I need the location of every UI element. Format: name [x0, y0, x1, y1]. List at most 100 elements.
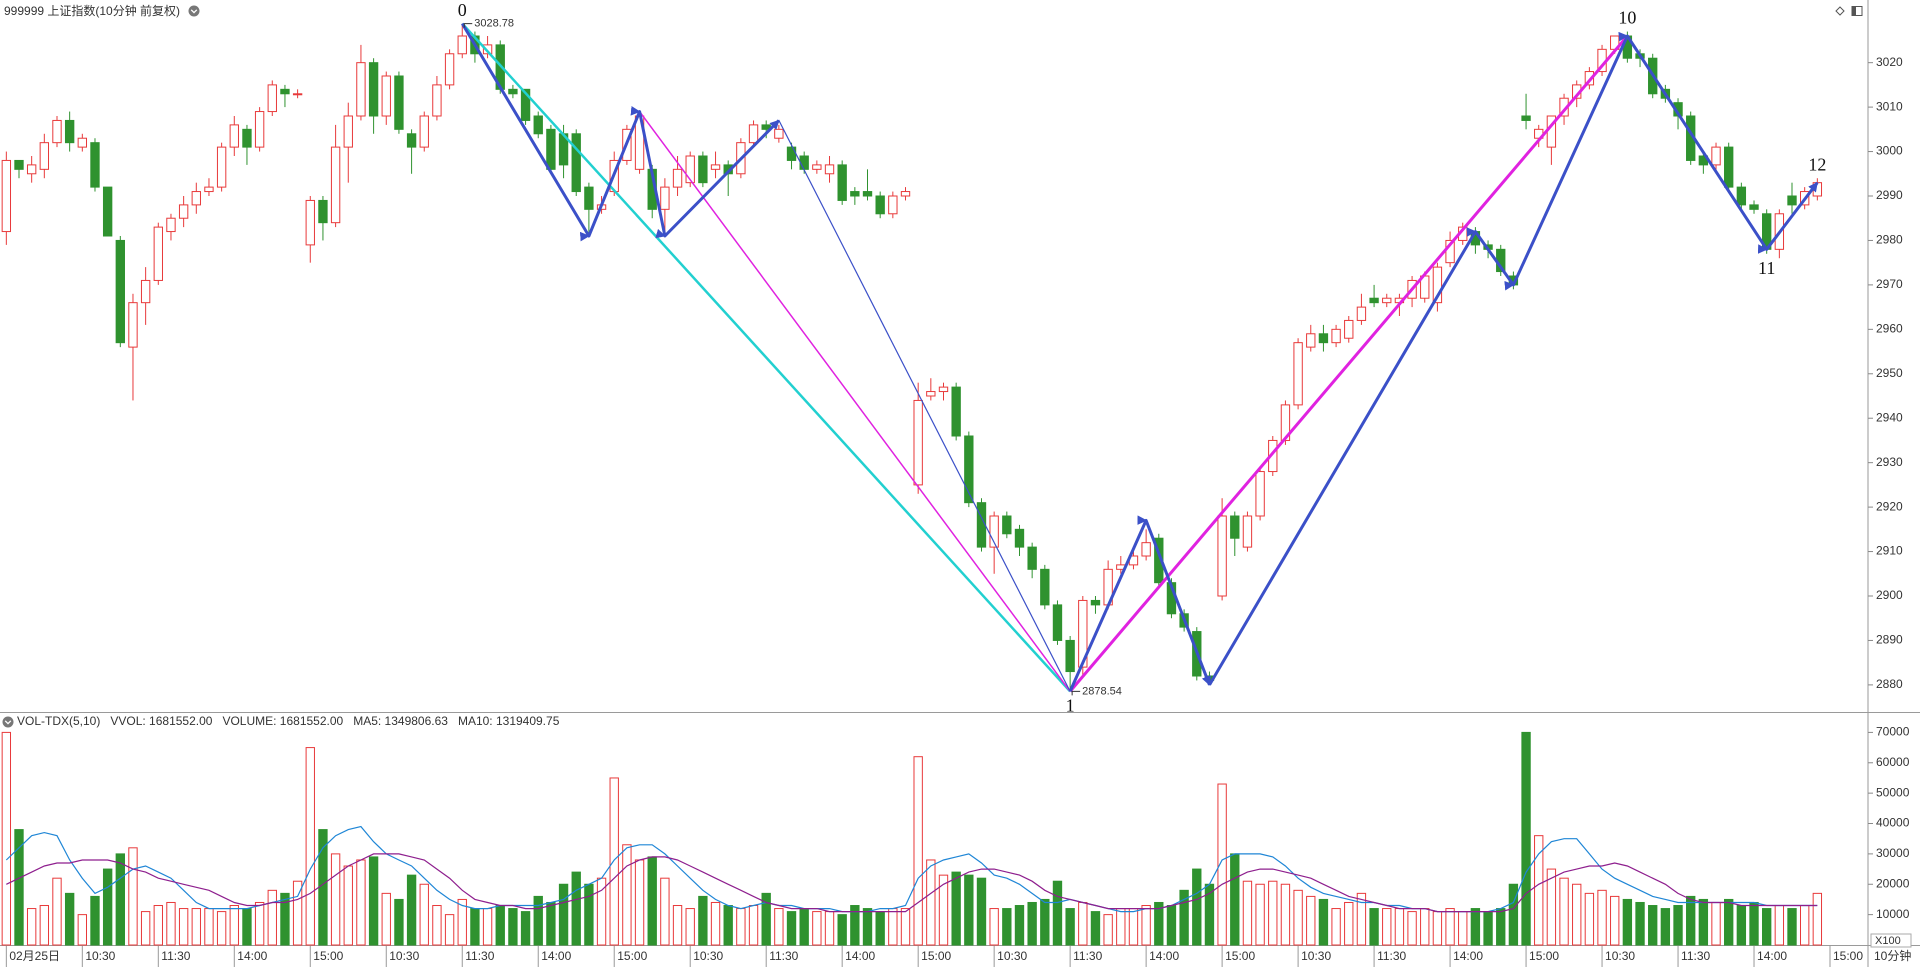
volume-bar	[330, 853, 341, 946]
volume-bar	[229, 905, 239, 946]
volume-bar	[1559, 877, 1569, 946]
candle-body	[786, 146, 797, 161]
pivot-label: 10	[1618, 8, 1636, 28]
volume-bar	[1724, 898, 1734, 946]
price-pointer	[463, 23, 473, 28]
volume-bar	[837, 914, 847, 946]
vol-menu-button[interactable]	[2, 716, 14, 728]
volume-bar	[1090, 911, 1101, 946]
candle	[1014, 524, 1025, 556]
candle	[900, 187, 911, 201]
volume-bar	[39, 905, 50, 946]
candle-body	[672, 168, 683, 188]
volume-bar	[799, 908, 809, 946]
volume-bar	[216, 911, 227, 946]
volume-bar	[1280, 883, 1291, 946]
volume-bar	[1230, 853, 1240, 946]
diamond-icon[interactable]	[1835, 6, 1845, 16]
volume-bar	[546, 901, 556, 946]
candle	[90, 138, 100, 192]
candle-body	[888, 195, 898, 215]
volume-bar	[1052, 880, 1063, 946]
volume-bar	[1508, 883, 1519, 946]
candle	[457, 23, 467, 59]
candle-body	[26, 164, 37, 175]
volume-bar	[1040, 898, 1050, 946]
volume-ma-line	[5, 825, 1818, 913]
volume-bar	[1014, 905, 1025, 946]
volume-bar	[482, 908, 493, 946]
candle	[1242, 511, 1253, 552]
candle-body	[216, 146, 227, 188]
candle-body	[77, 137, 87, 148]
candle	[14, 159, 24, 179]
candle	[964, 431, 974, 508]
candle-body	[520, 88, 531, 121]
candle-body	[989, 515, 999, 548]
volume-bar	[1736, 905, 1747, 946]
price-label: 2878.54	[1082, 685, 1122, 697]
volume-bar	[710, 901, 721, 946]
candle-body	[926, 391, 936, 397]
volume-bar	[1458, 911, 1468, 946]
candle	[330, 124, 341, 228]
candle-body	[1736, 186, 1747, 206]
candle	[824, 156, 835, 183]
candle-body	[964, 435, 974, 504]
candle	[913, 382, 923, 494]
volume-bar	[419, 883, 429, 946]
volume-bar	[1483, 911, 1493, 946]
volume-bar	[989, 908, 999, 946]
vol-y-tick-label: 10000	[1876, 907, 1910, 921]
candle-body	[913, 399, 923, 486]
x-tick-label: 02月25日	[9, 949, 60, 963]
volume-bar	[913, 756, 923, 946]
x-tick-label: 11:30	[161, 949, 190, 963]
candle	[356, 44, 366, 121]
candle-body	[292, 93, 303, 96]
candle	[1432, 262, 1443, 312]
candle	[508, 84, 518, 99]
candle	[52, 116, 62, 148]
x-tick-label: 15:00	[1225, 949, 1255, 963]
candle-body	[1065, 639, 1075, 673]
volume-bar	[875, 911, 885, 946]
candle-body	[508, 88, 518, 95]
candle-body	[900, 191, 911, 197]
volume-bar	[698, 895, 708, 946]
candle	[39, 133, 50, 179]
volume-bar	[1673, 905, 1683, 946]
volume-bar	[736, 908, 746, 946]
candle	[267, 80, 277, 116]
volume-bar	[812, 911, 822, 946]
candle	[216, 142, 227, 192]
volume-bar	[1318, 898, 1329, 946]
candle	[1318, 324, 1329, 352]
candle	[419, 111, 429, 152]
candle-body	[533, 115, 543, 135]
candle-body	[52, 119, 62, 144]
volume-bar	[748, 905, 759, 946]
vol-y-tick-label: 50000	[1876, 785, 1910, 799]
x-tick-label: 15:00	[1529, 949, 1559, 963]
menu-button[interactable]	[188, 5, 200, 17]
candle-body	[698, 155, 708, 184]
volume-bar	[254, 901, 265, 946]
candle-body	[1344, 319, 1354, 339]
candle-body	[1521, 115, 1531, 121]
candle-body	[799, 155, 809, 170]
volume-bar	[1255, 883, 1265, 946]
candle-body	[444, 53, 455, 86]
x-tick-label: 15:00	[921, 949, 951, 963]
volume-bar	[1166, 905, 1177, 946]
candle	[368, 58, 379, 134]
volume-bar	[1546, 868, 1557, 946]
candle	[520, 88, 531, 125]
volume-bar	[26, 908, 37, 946]
x-tick-label: 10:30	[85, 949, 115, 963]
candle	[1090, 596, 1101, 614]
candle-body	[774, 128, 784, 139]
volume-readout: VOLUME: 1681552.00	[222, 714, 343, 728]
candle-body	[1052, 604, 1063, 641]
